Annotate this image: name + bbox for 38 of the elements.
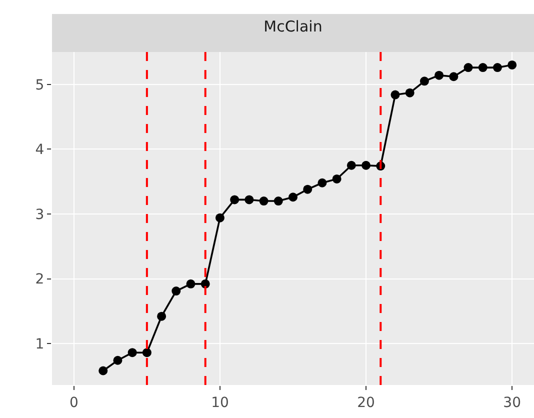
point [157, 312, 166, 321]
point [449, 72, 458, 82]
y-tick-label: 3 [35, 206, 44, 223]
point [303, 184, 312, 194]
x-tick-label: 30 [503, 394, 522, 411]
point [215, 213, 224, 222]
point [128, 348, 137, 358]
x-tick-label: 0 [69, 394, 78, 411]
point [113, 356, 122, 365]
point [508, 60, 517, 70]
point [142, 348, 152, 358]
point [186, 279, 196, 288]
point [492, 63, 502, 72]
point [420, 76, 429, 86]
point [346, 160, 356, 170]
point [332, 174, 342, 184]
point [288, 192, 298, 202]
point [172, 286, 181, 296]
point [478, 63, 488, 72]
point [464, 63, 473, 72]
point [318, 178, 327, 188]
point [244, 195, 254, 204]
point [98, 366, 108, 376]
point [362, 160, 371, 170]
y-tick-label: 4 [35, 142, 44, 158]
point [390, 90, 400, 100]
point [405, 88, 414, 98]
y-tick-label: 2 [35, 272, 44, 288]
y-tick-label: 1 [35, 336, 44, 352]
x-tick-label: 10 [211, 394, 229, 411]
x-tick-label: 20 [357, 394, 375, 411]
point [274, 196, 283, 206]
y-tick-label: 5 [35, 77, 44, 94]
point [200, 279, 210, 288]
point [434, 70, 444, 80]
chart-title: McClain [264, 17, 322, 36]
point [230, 195, 240, 204]
point [259, 196, 268, 206]
